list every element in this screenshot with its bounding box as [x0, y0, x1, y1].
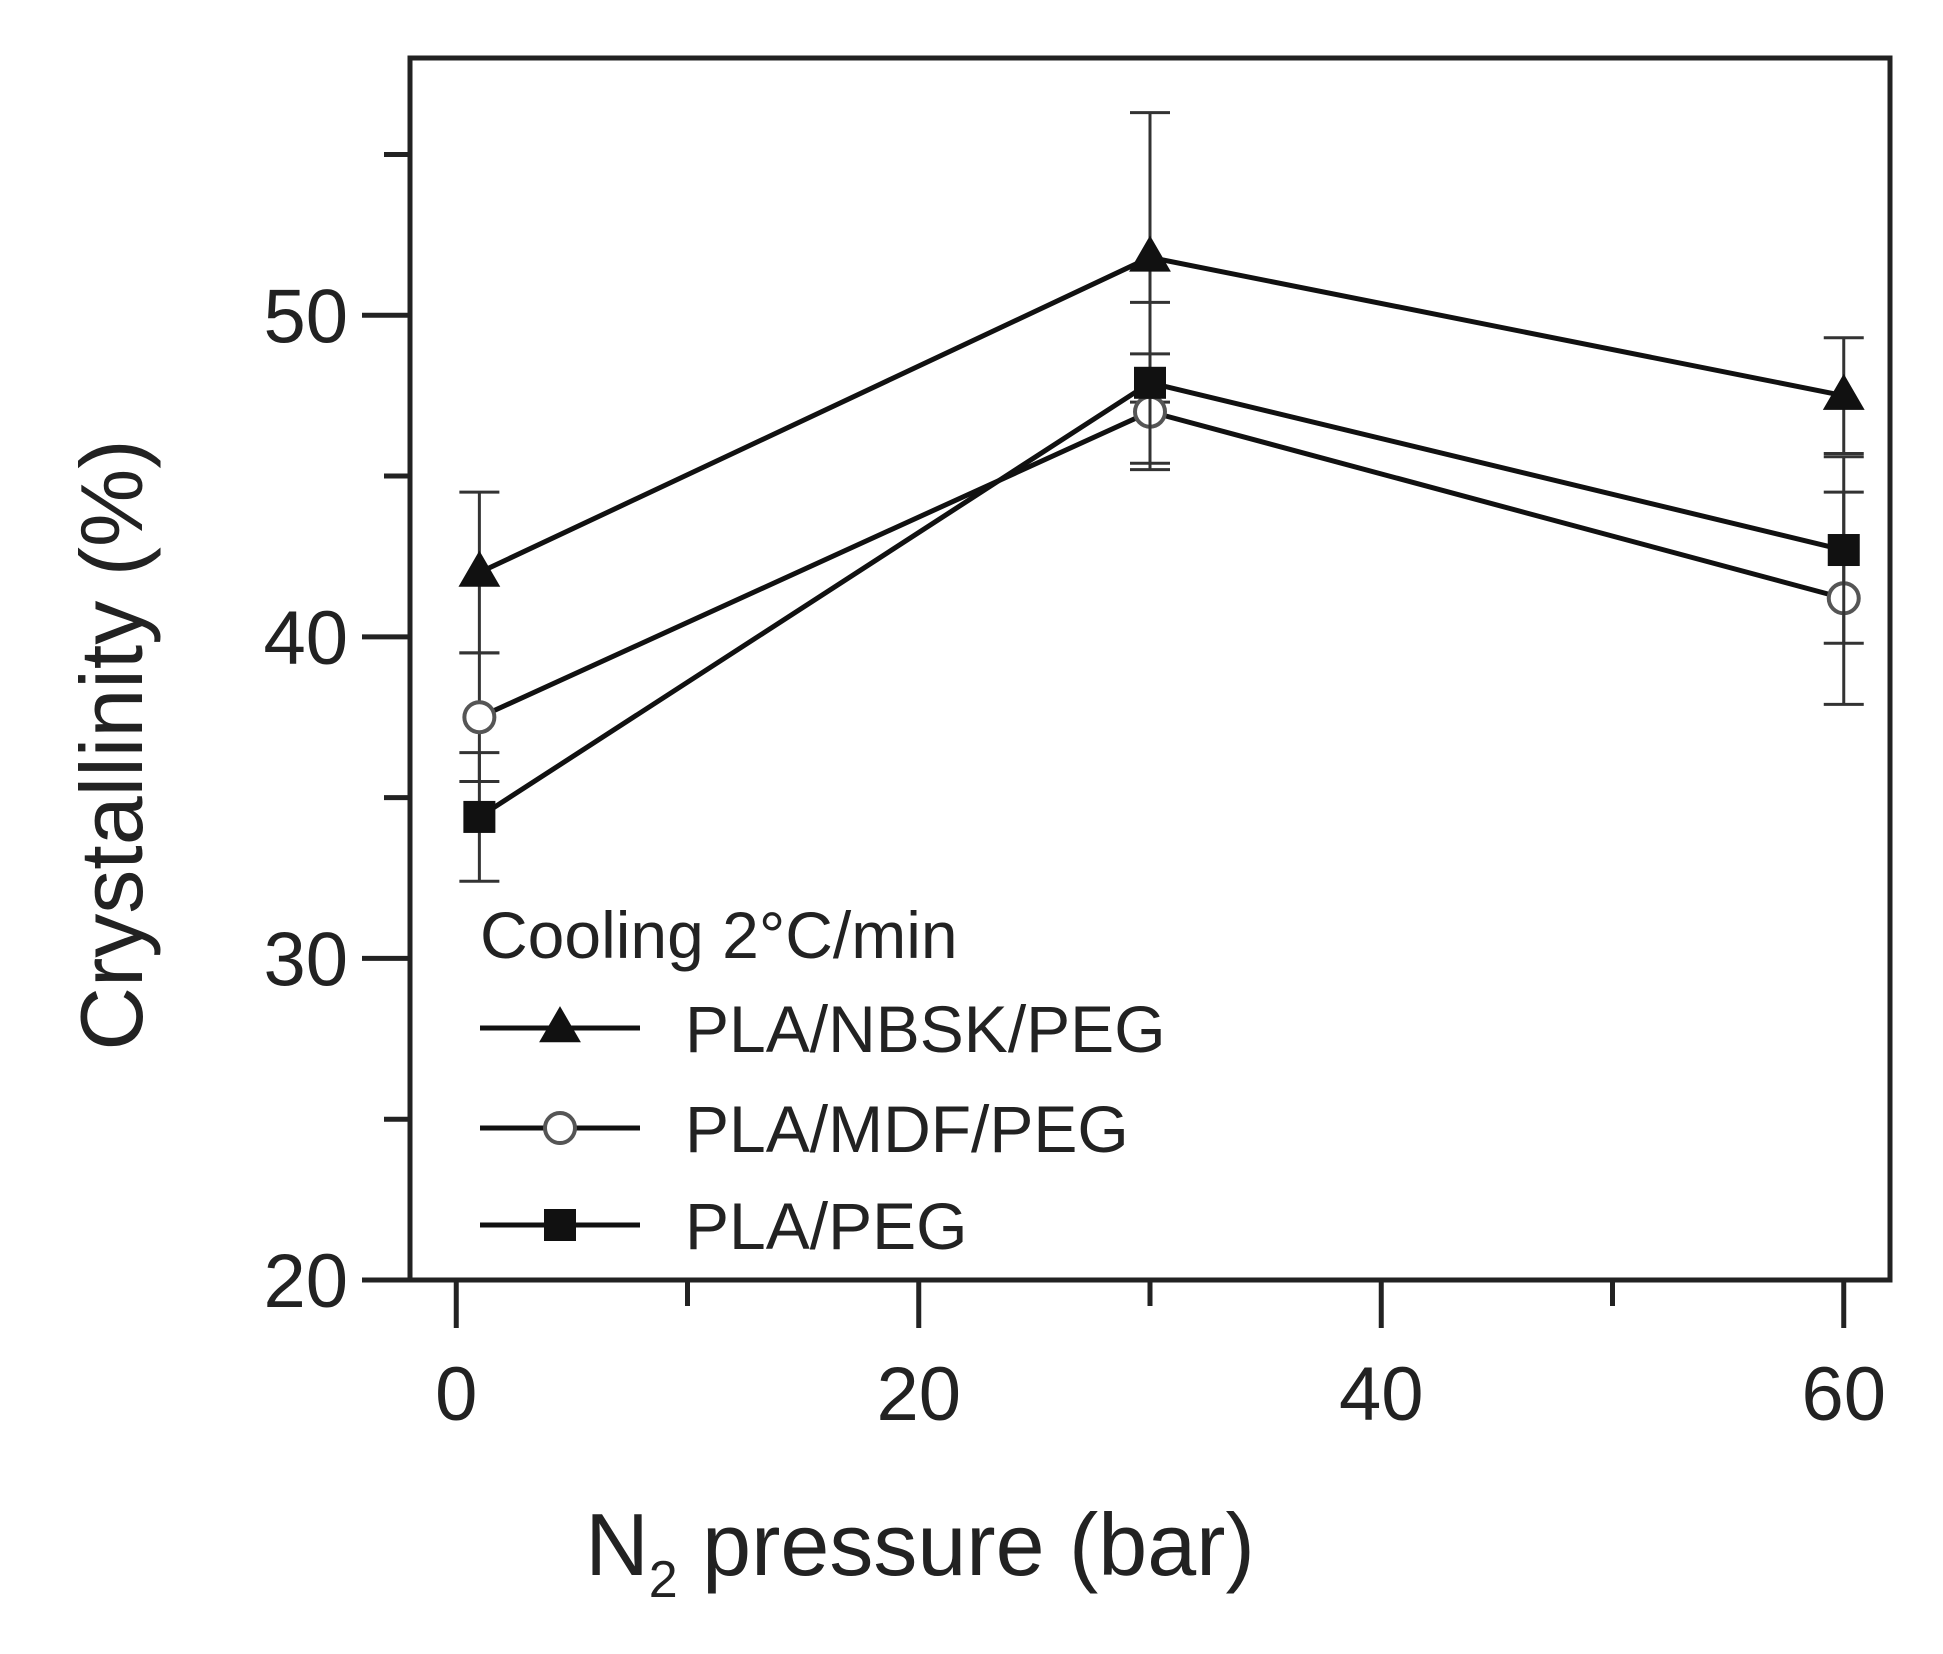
legend-label: PLA/NBSK/PEG: [685, 992, 1166, 1066]
x-axis-title-main: N: [585, 1495, 649, 1594]
series-pla-mdf-peg: [459, 352, 1864, 784]
x-tick-label: 0: [435, 1352, 477, 1437]
data-point: [462, 700, 497, 735]
legend-marker: [544, 1209, 576, 1241]
data-series: [458, 111, 1865, 883]
x-tick-label: 20: [876, 1352, 961, 1437]
x-tick-label: 40: [1339, 1352, 1424, 1437]
data-point: [463, 800, 496, 833]
legend-marker: [543, 1111, 577, 1145]
axis-ticks: 20 30 40 50 0 20 40 60: [263, 151, 1886, 1437]
legend-label: PLA/PEG: [685, 1189, 967, 1263]
y-tick-label: 20: [263, 1239, 348, 1324]
legend-title: Cooling 2°C/min: [480, 898, 958, 972]
x-axis-title: N2 pressure (bar): [585, 1495, 1255, 1609]
series-line: [478, 409, 1845, 720]
legend-marker: [539, 1006, 581, 1043]
series-pla-peg: [459, 300, 1864, 883]
y-tick-label: 50: [263, 274, 348, 359]
x-axis-title-rest: pressure (bar): [678, 1495, 1255, 1594]
data-point: [1134, 366, 1166, 399]
x-tick-label: 60: [1801, 1352, 1886, 1437]
data-point: [1129, 235, 1171, 272]
y-tick-label: 40: [263, 596, 348, 681]
y-tick-label: 30: [263, 917, 348, 1002]
legend-label: PLA/MDF/PEG: [685, 1092, 1129, 1166]
legend: Cooling 2°C/min PLA/NBSK/PEG PLA/MDF/PEG PL…: [480, 898, 1166, 1263]
y-axis-title: Crystallinity (%): [62, 439, 161, 1050]
data-point: [1822, 373, 1865, 410]
series-line: [478, 380, 1845, 820]
data-point: [1827, 534, 1860, 567]
data-point: [458, 550, 501, 587]
x-axis-title-subscript: 2: [649, 1551, 678, 1609]
